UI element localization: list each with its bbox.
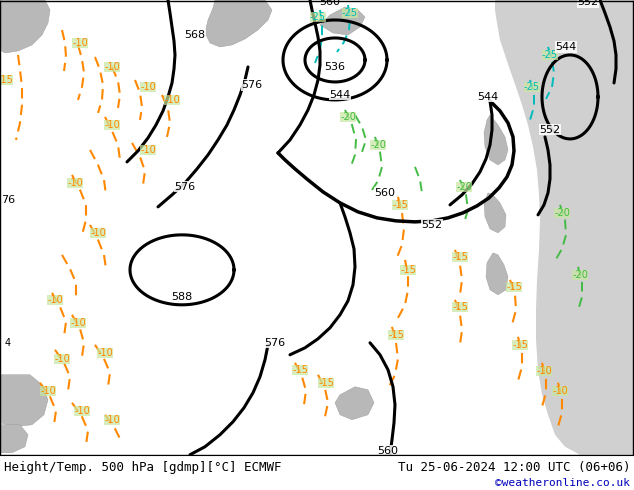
Polygon shape xyxy=(0,425,28,453)
Text: -10: -10 xyxy=(74,406,90,416)
Text: 544: 544 xyxy=(477,92,498,102)
Text: 552: 552 xyxy=(540,125,560,135)
Text: 544: 544 xyxy=(330,90,351,100)
Polygon shape xyxy=(335,387,374,420)
Text: 576: 576 xyxy=(174,182,195,192)
Text: -10: -10 xyxy=(54,354,70,364)
Text: -15: -15 xyxy=(400,265,416,275)
Text: 568: 568 xyxy=(184,30,205,40)
Text: 576: 576 xyxy=(264,338,285,348)
Text: 536: 536 xyxy=(325,62,346,72)
Text: ©weatheronline.co.uk: ©weatheronline.co.uk xyxy=(495,478,630,488)
Text: -15: -15 xyxy=(0,75,13,85)
Text: 560: 560 xyxy=(377,446,399,456)
Text: -20: -20 xyxy=(370,140,386,150)
Text: -20: -20 xyxy=(456,182,472,192)
Text: -10: -10 xyxy=(104,120,120,130)
Text: -20: -20 xyxy=(340,112,356,122)
Text: -10: -10 xyxy=(552,386,568,396)
Text: -10: -10 xyxy=(104,415,120,425)
Text: 560: 560 xyxy=(375,188,396,198)
Polygon shape xyxy=(320,7,365,35)
Text: -15: -15 xyxy=(512,340,528,350)
Text: -20: -20 xyxy=(572,270,588,280)
Text: -10: -10 xyxy=(67,178,83,188)
Text: -10: -10 xyxy=(90,228,106,238)
Text: -15: -15 xyxy=(318,378,334,388)
Text: -15: -15 xyxy=(452,252,468,262)
Text: 544: 544 xyxy=(555,42,577,52)
Text: 552: 552 xyxy=(422,220,443,230)
Polygon shape xyxy=(484,193,506,233)
Text: -10: -10 xyxy=(140,145,156,155)
Text: -10: -10 xyxy=(47,295,63,305)
Text: -15: -15 xyxy=(388,330,404,340)
Text: -10: -10 xyxy=(97,348,113,358)
Text: Tu 25-06-2024 12:00 UTC (06+06): Tu 25-06-2024 12:00 UTC (06+06) xyxy=(398,461,630,474)
Polygon shape xyxy=(205,0,272,47)
Polygon shape xyxy=(484,115,508,165)
Text: -10: -10 xyxy=(164,95,180,105)
Text: -15: -15 xyxy=(452,302,468,312)
Text: -15: -15 xyxy=(392,200,408,210)
Text: Height/Temp. 500 hPa [gdmp][°C] ECMWF: Height/Temp. 500 hPa [gdmp][°C] ECMWF xyxy=(4,461,281,474)
Text: -15: -15 xyxy=(506,282,522,292)
Text: 560: 560 xyxy=(320,0,340,7)
Text: 4: 4 xyxy=(5,338,11,348)
Text: 552: 552 xyxy=(578,0,598,7)
Polygon shape xyxy=(495,0,634,455)
Text: -10: -10 xyxy=(536,366,552,376)
Text: -10: -10 xyxy=(72,38,88,48)
Polygon shape xyxy=(0,0,50,53)
Polygon shape xyxy=(486,253,508,295)
Text: -25: -25 xyxy=(524,82,540,92)
Text: -15: -15 xyxy=(292,365,308,375)
Text: -10: -10 xyxy=(40,386,56,396)
Text: H: H xyxy=(167,258,183,276)
Text: 576: 576 xyxy=(242,80,262,90)
Text: -25: -25 xyxy=(310,12,326,22)
Polygon shape xyxy=(0,375,48,427)
Text: 76: 76 xyxy=(1,195,15,205)
Text: -10: -10 xyxy=(70,318,86,328)
Text: -10: -10 xyxy=(140,82,156,92)
Text: -10: -10 xyxy=(104,62,120,72)
Text: -25: -25 xyxy=(342,8,358,18)
Text: -25: -25 xyxy=(542,50,558,60)
Text: 588: 588 xyxy=(171,292,193,302)
Text: -20: -20 xyxy=(554,208,570,218)
